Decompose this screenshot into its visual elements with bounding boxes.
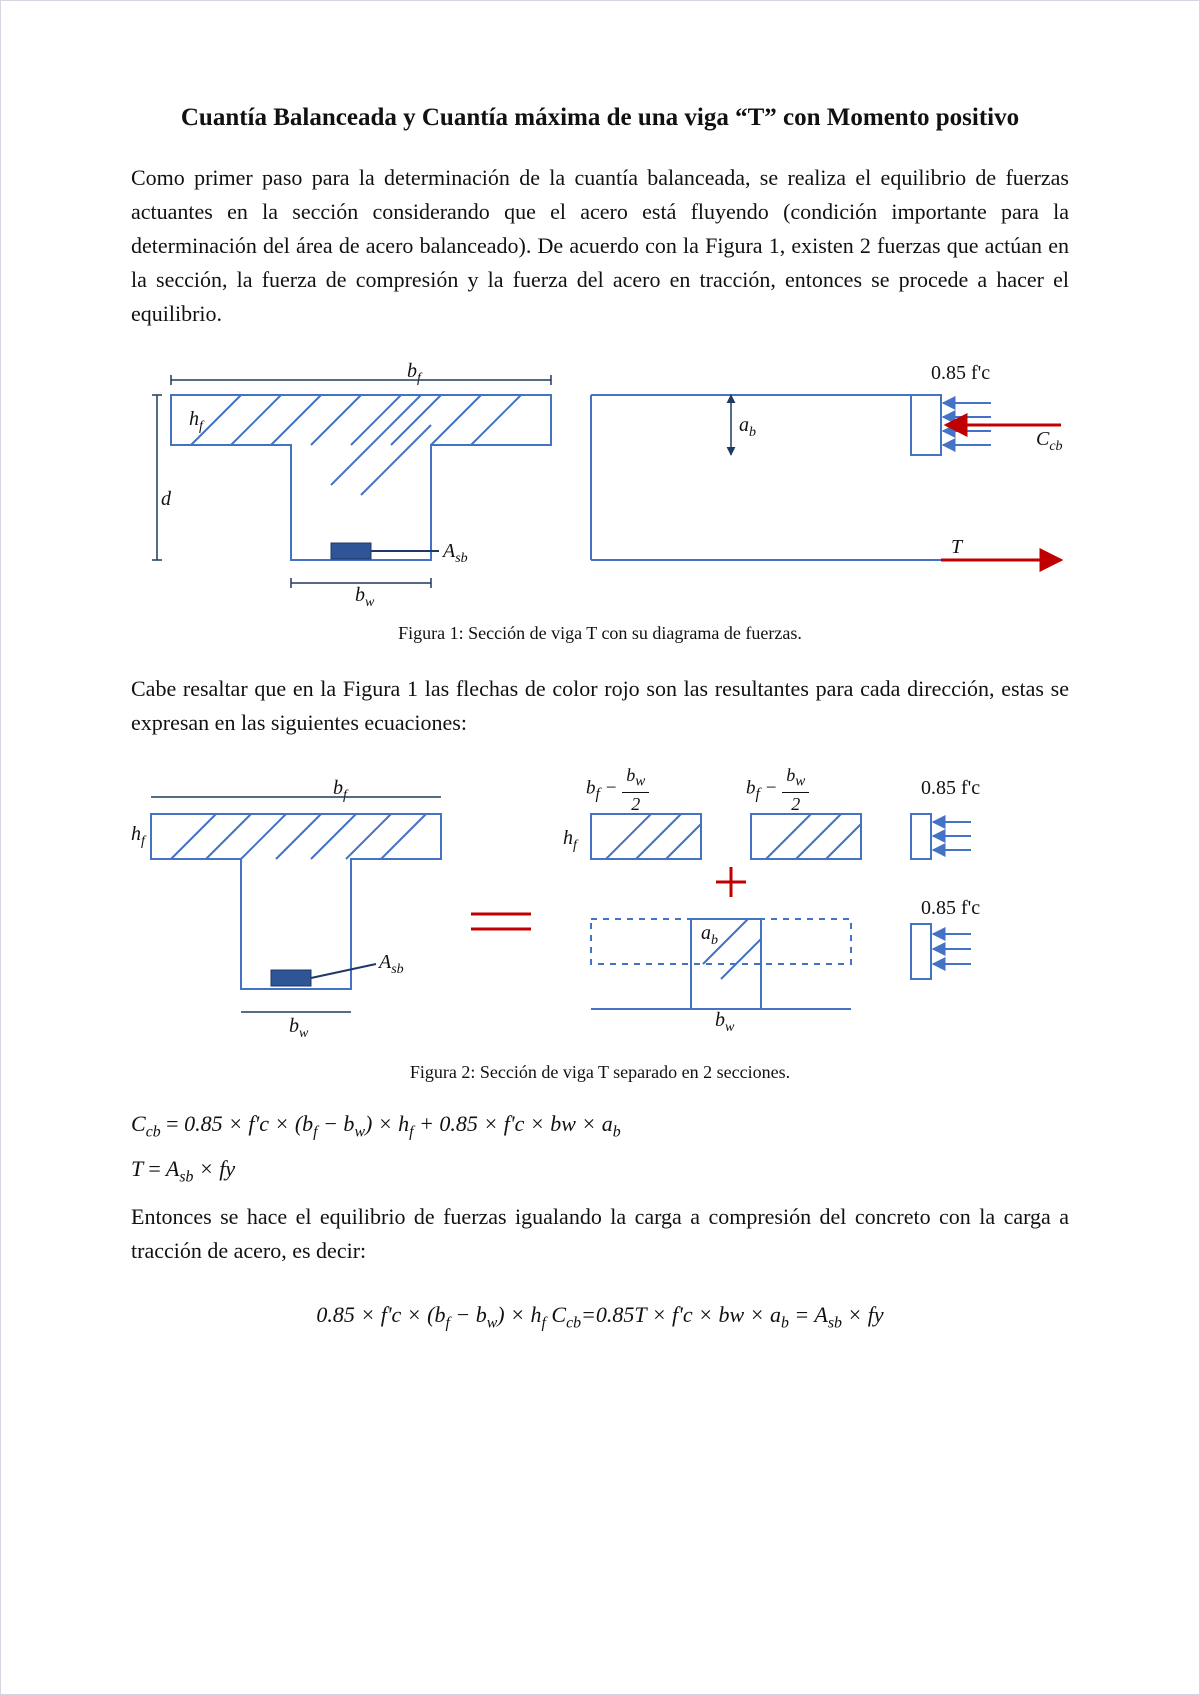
svg-text:hf: hf: [189, 408, 205, 434]
svg-text:bf: bf: [407, 360, 423, 386]
equation-t: T = Asb × fy: [131, 1156, 1069, 1186]
svg-text:T: T: [951, 536, 964, 558]
t-section: [171, 395, 551, 560]
page-title: Cuantía Balanceada y Cuantía máxima de u…: [131, 101, 1069, 135]
svg-text:0.85 f'c: 0.85 f'c: [921, 777, 980, 799]
svg-text:bw: bw: [355, 584, 375, 610]
svg-text:ab: ab: [739, 414, 756, 440]
svg-text:d: d: [161, 488, 172, 510]
svg-text:bw: bw: [715, 1009, 735, 1035]
document-page: Cuantía Balanceada y Cuantía máxima de u…: [0, 0, 1200, 1695]
figure-1: bf hf d Asb bw: [131, 355, 1071, 615]
force-diagram: ab T 0.85 f'c Ccb: [591, 362, 1063, 560]
svg-text:hf: hf: [131, 823, 147, 849]
paragraph-3: Entonces se hace el equilibrio de fuerza…: [131, 1200, 1069, 1268]
figure-2: Asb bf hf bw: [131, 764, 1071, 1054]
svg-text:0.85 f'c: 0.85 f'c: [931, 362, 990, 384]
figure-2-caption: Figura 2: Sección de viga T separado en …: [131, 1062, 1069, 1083]
svg-text:Asb: Asb: [441, 540, 468, 566]
paragraph-1: Como primer paso para la determinación d…: [131, 161, 1069, 331]
figure-1-caption: Figura 1: Sección de viga T con su diagr…: [131, 623, 1069, 644]
equation-ccb: Ccb = 0.85 × f'c × (bf − bw) × hf + 0.85…: [131, 1111, 1069, 1141]
equation-final: 0.85 × f'c × (bf − bw) × hf Ccb=0.85T × …: [131, 1302, 1069, 1332]
paragraph-2: Cabe resaltar que en la Figura 1 las fle…: [131, 672, 1069, 740]
svg-text:Asb: Asb: [377, 951, 404, 977]
svg-text:hf: hf: [563, 827, 579, 853]
svg-text:bf: bf: [333, 777, 349, 803]
svg-text:Ccb: Ccb: [1036, 428, 1063, 454]
svg-text:0.85 f'c: 0.85 f'c: [921, 897, 980, 919]
svg-text:ab: ab: [701, 922, 718, 948]
svg-text:bw: bw: [289, 1015, 309, 1041]
